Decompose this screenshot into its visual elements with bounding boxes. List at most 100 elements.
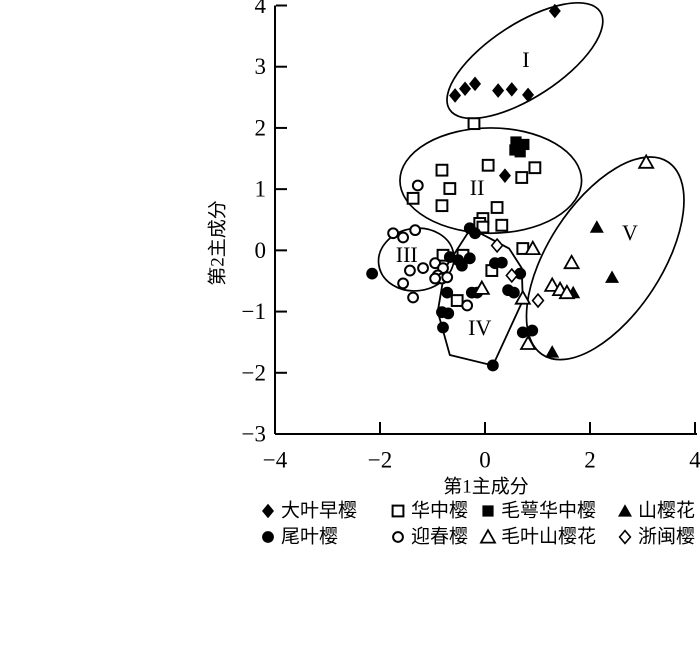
x-tick-label: 2 [584, 448, 596, 473]
group-label-II: II [470, 175, 485, 200]
y-tick-label: 2 [255, 115, 267, 140]
data-point-open-circle [417, 262, 429, 275]
data-point-filled-diamond [492, 83, 505, 98]
data-point-filled-diamond [459, 81, 472, 97]
legend-label: 大叶早樱 [281, 500, 357, 522]
data-point-open-circle [404, 264, 416, 277]
legend-marker-open-circle [392, 531, 404, 543]
legend-marker-open-square [391, 504, 405, 518]
data-point-open-square [528, 161, 542, 175]
data-point-open-diamond [505, 267, 519, 284]
data-point-filled-triangle [589, 220, 604, 233]
data-point-filled-circle [366, 267, 379, 280]
legend-label: 华中樱 [411, 500, 468, 522]
data-point-filled-circle [437, 321, 449, 334]
data-point-filled-circle [441, 286, 454, 299]
data-point-filled-circle [486, 359, 499, 372]
legend-label: 毛叶山樱花 [501, 526, 596, 548]
data-point-filled-circle [442, 307, 455, 320]
data-point-open-triangle [637, 153, 655, 169]
data-point-open-square [495, 218, 509, 232]
x-tick-label: 0 [479, 448, 491, 473]
group-ellipse-II [399, 127, 583, 235]
data-point-open-triangle [473, 279, 491, 295]
y-tick-label: −2 [242, 360, 266, 385]
data-point-open-square [481, 158, 495, 172]
data-point-open-triangle [563, 253, 581, 270]
group-label-IV: IV [468, 315, 491, 340]
legend-label: 浙闽樱 [638, 526, 695, 548]
data-point-open-triangle [524, 239, 542, 256]
legend-marker-filled-triangle [618, 504, 632, 517]
legend-label: 迎春樱 [411, 526, 468, 548]
data-point-filled-triangle [545, 345, 560, 358]
legend-label: 山樱花 [638, 500, 695, 522]
y-tick-label: −1 [242, 299, 266, 324]
data-point-filled-diamond [469, 76, 482, 92]
data-point-open-square [435, 163, 449, 177]
x-tick-label: −4 [263, 448, 288, 473]
data-point-open-triangle [558, 283, 576, 300]
data-point-open-triangle [543, 276, 561, 292]
data-point-filled-circle [456, 259, 468, 272]
y-tick-label: 3 [255, 54, 267, 79]
data-point-open-square [490, 201, 504, 214]
data-point-open-circle [407, 291, 419, 304]
data-point-open-triangle [519, 334, 537, 350]
data-point-open-square [476, 220, 490, 234]
data-point-filled-triangle [605, 270, 620, 283]
data-point-open-square [443, 182, 457, 195]
legend-marker-open-triangle [479, 528, 497, 544]
data-point-open-diamond [531, 292, 545, 309]
legend-marker-open-diamond [618, 529, 632, 545]
data-point-open-square [515, 171, 529, 184]
data-point-open-circle [409, 224, 422, 237]
data-point-filled-circle [463, 252, 476, 265]
data-point-filled-diamond [548, 3, 561, 19]
data-point-filled-diamond [498, 168, 511, 183]
y-tick-label: 0 [255, 238, 267, 263]
y-tick-label: 4 [255, 0, 267, 18]
data-point-filled-square [518, 138, 530, 151]
data-point-filled-square [510, 136, 522, 148]
data-point-filled-diamond [505, 82, 518, 97]
y-axis-title: 第2主成分 [207, 200, 229, 286]
data-point-filled-circle [495, 256, 508, 269]
data-point-open-square [450, 294, 464, 307]
data-point-filled-circle [469, 227, 481, 240]
x-axis-title: 第1主成分 [443, 476, 529, 498]
data-point-filled-circle [526, 324, 539, 337]
y-tick-label: 1 [255, 177, 267, 202]
data-point-open-diamond [490, 237, 504, 254]
data-point-filled-circle [507, 286, 520, 299]
group-ellipse-I [446, 1, 604, 120]
data-point-open-square [406, 191, 420, 205]
group-label-III: III [396, 242, 418, 267]
x-tick-label: −2 [368, 448, 392, 473]
x-tick-label: 4 [689, 448, 700, 473]
data-point-open-circle [461, 299, 474, 312]
data-point-filled-diamond [449, 88, 462, 103]
data-point-filled-circle [516, 326, 529, 339]
data-point-filled-square [514, 146, 526, 158]
y-tick-label: −3 [242, 422, 266, 447]
group-label-I: I [522, 47, 529, 72]
legend-marker-filled-diamond [262, 503, 274, 519]
data-point-open-square [435, 199, 449, 213]
data-point-open-circle [411, 179, 424, 192]
data-point-open-circle [397, 231, 410, 244]
data-point-open-square [467, 117, 481, 131]
legend-label: 毛萼华中樱 [501, 500, 596, 522]
group-label-V: V [622, 220, 638, 245]
group-ellipse-V [525, 156, 685, 361]
data-point-open-triangle [514, 289, 532, 305]
data-point-open-circle [441, 271, 454, 284]
legend-marker-filled-circle [262, 531, 274, 543]
data-point-open-circle [429, 272, 442, 285]
data-point-open-circle [397, 277, 410, 290]
data-point-open-circle [387, 227, 400, 240]
legend-label: 尾叶樱 [281, 526, 338, 548]
data-point-filled-diamond [522, 87, 535, 103]
